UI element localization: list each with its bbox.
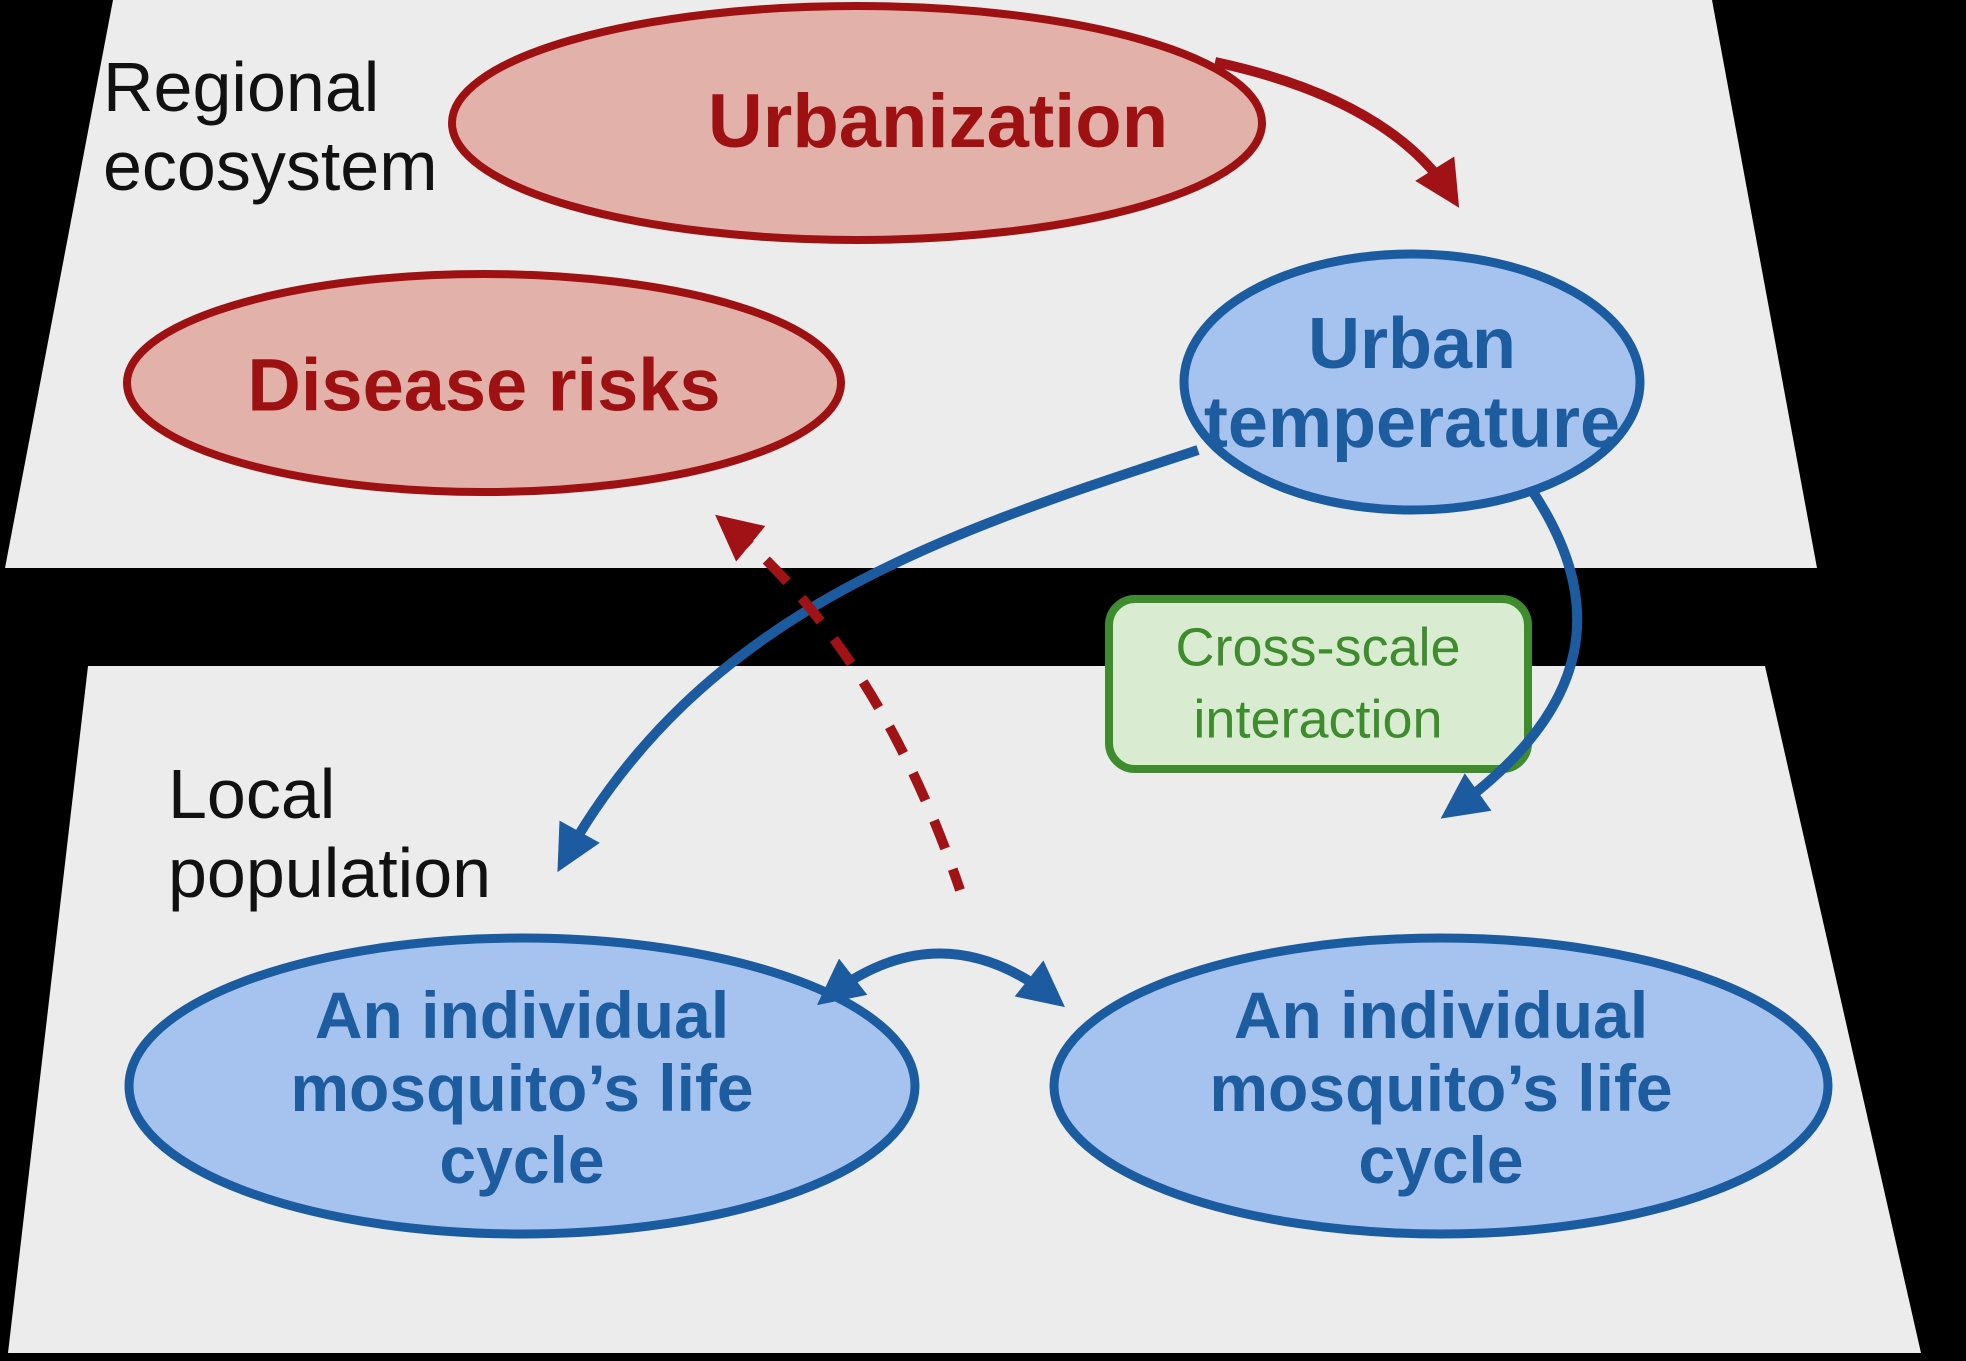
mosquito-life-cycle-right-node — [1049, 933, 1833, 1239]
arrow-dashed-local-to-disease-risks — [715, 514, 965, 892]
mosquito-life-cycle-left-node — [124, 933, 920, 1239]
urban-temperature-node — [1179, 249, 1645, 515]
arrow-urban-temperature-to-right-mosquito — [1440, 489, 1583, 819]
disease-risks-node — [123, 270, 845, 496]
arrow-urbanization-to-urban-temperature — [1213, 57, 1460, 208]
arrow-urban-temperature-to-left-mosquito — [557, 445, 1200, 873]
cross-scale-interaction-box — [1105, 595, 1532, 773]
arrow-double-mosquito-interaction — [816, 948, 1065, 1008]
urbanization-node — [448, 2, 1266, 244]
